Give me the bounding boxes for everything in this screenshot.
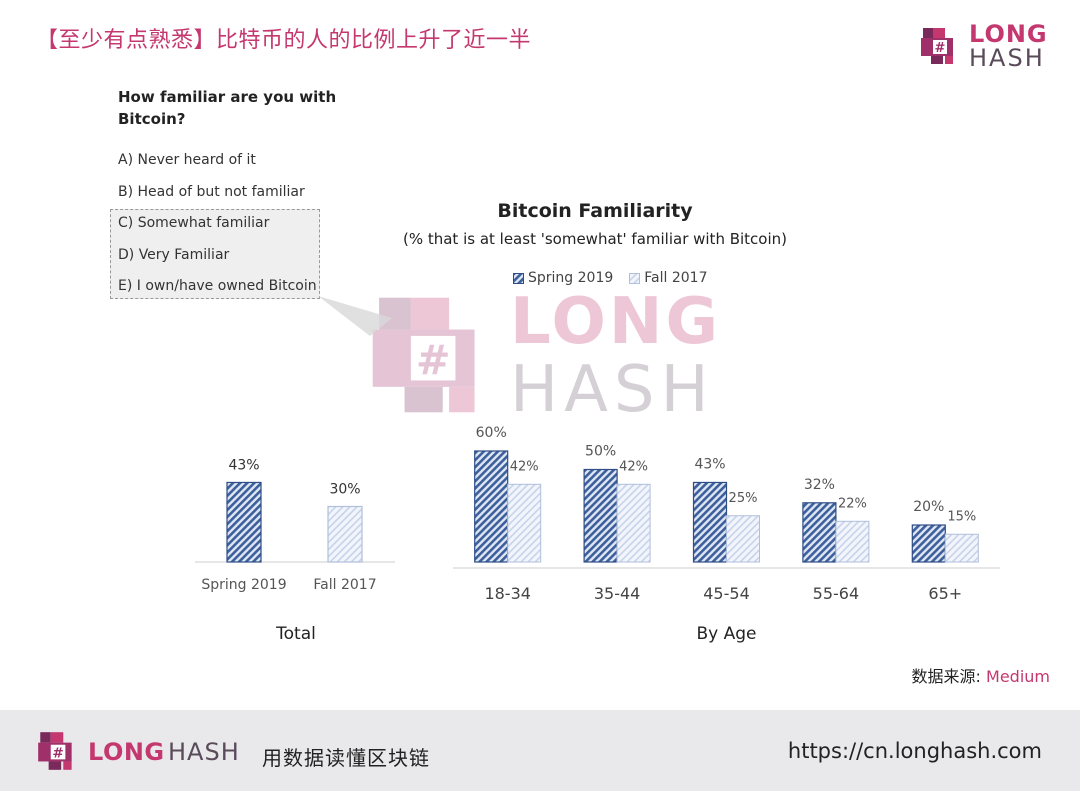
age-data-label-fall: 15% bbox=[947, 509, 976, 524]
age-data-label-fall: 25% bbox=[729, 491, 758, 506]
age-data-label-fall: 42% bbox=[510, 459, 539, 474]
total-data-label: 43% bbox=[228, 457, 259, 473]
option-a: A) Never heard of it bbox=[118, 152, 256, 168]
option-list: A) Never heard of it B) Head of but not … bbox=[118, 148, 317, 306]
age-bar-fall bbox=[835, 520, 870, 563]
age-tick-label: 65+ bbox=[928, 584, 962, 603]
age-tick-label: 35-44 bbox=[594, 584, 641, 603]
total-tick-label: Spring 2019 bbox=[201, 577, 286, 593]
footer-tagline: 用数据读懂区块链 bbox=[262, 746, 430, 770]
age-bar-spring bbox=[692, 481, 728, 563]
age-bar-fall bbox=[726, 515, 760, 563]
brand-hash: HASH bbox=[969, 44, 1045, 72]
longhash-logo-icon: # bbox=[921, 28, 953, 64]
source-label: 数据来源: bbox=[911, 667, 987, 686]
source-value[interactable]: Medium bbox=[986, 667, 1050, 686]
total-xlabel: Total bbox=[275, 624, 316, 644]
age-chart: 60%42%18-3450%42%35-4443%25%45-5432%22%5… bbox=[453, 425, 1000, 644]
option-c: C) Somewhat familiar bbox=[118, 215, 270, 231]
age-data-label-spring: 50% bbox=[585, 444, 616, 460]
option-b: B) Head of but not familiar bbox=[118, 183, 305, 200]
footer-brand-hash: HASH bbox=[168, 738, 240, 766]
footer-url[interactable]: https://cn.longhash.com bbox=[787, 739, 1042, 763]
svg-text:#: # bbox=[52, 745, 63, 761]
legend-label-fall: Fall 2017 bbox=[644, 270, 708, 286]
total-bar bbox=[226, 481, 262, 563]
chart-subtitle: (% that is at least 'somewhat' familiar … bbox=[402, 230, 788, 248]
svg-text:#: # bbox=[935, 41, 946, 56]
age-bar-spring bbox=[802, 502, 837, 563]
age-data-label-spring: 60% bbox=[476, 425, 507, 441]
age-bar-spring bbox=[583, 468, 618, 563]
total-chart: 43% Spring 2019 30% Fall 2017 Total bbox=[195, 457, 395, 644]
callout-pointer bbox=[318, 296, 392, 336]
age-bar-fall bbox=[507, 483, 542, 563]
legend-swatch-spring bbox=[513, 272, 524, 284]
age-data-label-spring: 32% bbox=[804, 477, 835, 493]
total-tick-label: Fall 2017 bbox=[313, 577, 376, 593]
age-tick-label: 55-64 bbox=[813, 584, 860, 603]
option-e: E) I own/have owned Bitcoin bbox=[118, 278, 317, 294]
age-data-label-fall: 42% bbox=[619, 459, 648, 474]
footer-bar: # LONG HASH 用数据读懂区块链 https://cn.longhash… bbox=[0, 710, 1080, 791]
data-source: 数据来源: Medium bbox=[912, 663, 1050, 687]
age-data-label-spring: 20% bbox=[913, 499, 944, 515]
option-d: D) Very Familiar bbox=[118, 246, 230, 263]
age-bar-spring bbox=[474, 450, 509, 563]
brand-logo: # LONG HASH bbox=[917, 20, 1047, 72]
age-bar-spring bbox=[911, 524, 946, 563]
legend-swatch-fall bbox=[629, 272, 641, 284]
survey-question: How familiar are you with Bitcoin? bbox=[118, 88, 337, 128]
brand-long: LONG bbox=[969, 20, 1048, 48]
age-data-label-fall: 22% bbox=[838, 496, 867, 511]
age-tick-label: 45-54 bbox=[703, 584, 750, 603]
total-bar bbox=[327, 505, 363, 563]
footer-logo-icon: # bbox=[38, 732, 72, 770]
legend-item-spring: Spring 2019 bbox=[513, 270, 613, 286]
age-bar-fall bbox=[616, 483, 651, 563]
age-xlabel: By Age bbox=[696, 624, 756, 644]
age-bar-fall bbox=[944, 533, 979, 563]
total-data-label: 30% bbox=[329, 482, 360, 498]
highlight-box bbox=[110, 209, 320, 299]
chart-title: Bitcoin Familiarity bbox=[497, 200, 693, 222]
legend-label-spring: Spring 2019 bbox=[528, 270, 614, 286]
legend-item-fall: Fall 2017 bbox=[629, 270, 707, 286]
headline: 【至少有点熟悉】比特币的人的比例上升了近一半 bbox=[36, 28, 532, 53]
footer-brand-long: LONG bbox=[88, 738, 165, 766]
age-data-label-spring: 43% bbox=[694, 456, 725, 472]
age-tick-label: 18-34 bbox=[484, 584, 531, 603]
chart-legend: Spring 2019 Fall 2017 bbox=[513, 270, 707, 286]
bar-charts: 43% Spring 2019 30% Fall 2017 Total 60% 42% 18… bbox=[195, 296, 1000, 644]
